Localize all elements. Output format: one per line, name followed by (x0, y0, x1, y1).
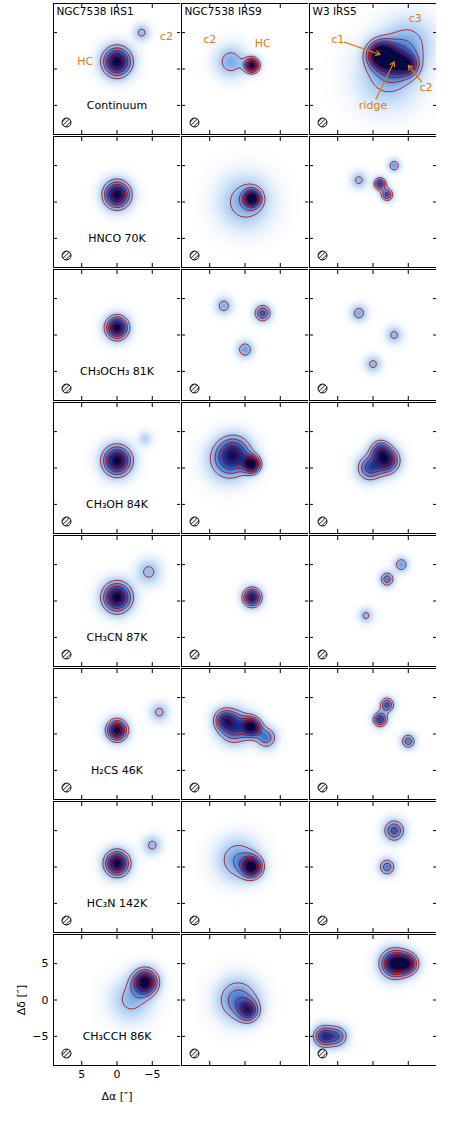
svg-text:−5: −5 (32, 1030, 48, 1043)
svg-text:Δα [″]: Δα [″] (102, 1090, 133, 1103)
svg-text:0: 0 (114, 1068, 121, 1081)
svg-text:Continuum: Continuum (87, 99, 147, 112)
svg-text:−5: −5 (144, 1068, 160, 1081)
svg-text:0: 0 (42, 994, 49, 1007)
svg-text:CH₃CCH 86K: CH₃CCH 86K (83, 1030, 152, 1043)
svg-text:c2: c2 (203, 33, 216, 46)
svg-text:NGC7538 IRS9: NGC7538 IRS9 (185, 5, 262, 17)
svg-text:CH₃CN 87K: CH₃CN 87K (87, 631, 149, 644)
svg-text:CH₃OCH₃ 81K: CH₃OCH₃ 81K (80, 365, 155, 378)
svg-text:HC: HC (255, 37, 271, 50)
svg-text:c1: c1 (331, 33, 344, 46)
svg-text:W3 IRS5: W3 IRS5 (313, 5, 357, 17)
svg-text:CH₃OH 84K: CH₃OH 84K (86, 498, 149, 511)
svg-text:5: 5 (78, 1068, 85, 1081)
svg-text:H₂CS 46K: H₂CS 46K (91, 764, 144, 777)
svg-text:NGC7538 IRS1: NGC7538 IRS1 (57, 5, 134, 17)
svg-text:Δδ [″]: Δδ [″] (15, 985, 28, 1015)
svg-text:HC: HC (77, 55, 93, 68)
svg-text:5: 5 (42, 957, 49, 970)
svg-text:c3: c3 (409, 12, 422, 25)
svg-text:HNCO 70K: HNCO 70K (88, 232, 146, 245)
svg-text:HC₃N 142K: HC₃N 142K (87, 897, 148, 910)
svg-text:ridge: ridge (359, 99, 388, 112)
svg-text:c2: c2 (419, 81, 432, 94)
svg-text:c2: c2 (160, 30, 173, 43)
